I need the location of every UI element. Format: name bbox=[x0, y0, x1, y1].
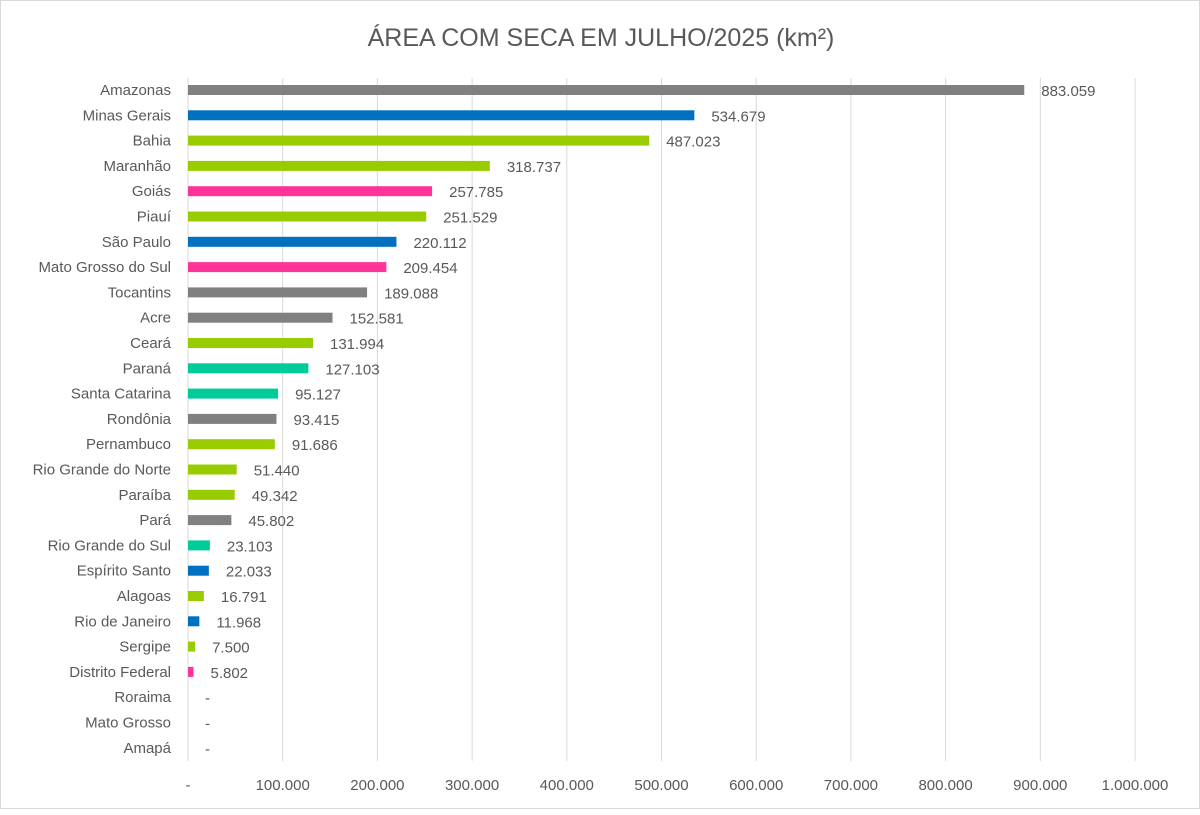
category-label: Roraima bbox=[114, 689, 171, 706]
category-label: Ceará bbox=[130, 335, 172, 352]
bars bbox=[188, 85, 1025, 677]
x-tick-label: 1.000.000 bbox=[1102, 777, 1169, 794]
bar bbox=[188, 489, 235, 500]
category-label: Goiás bbox=[132, 183, 171, 200]
bar bbox=[188, 236, 397, 247]
x-tick-label: 200.000 bbox=[350, 777, 404, 794]
bar bbox=[188, 666, 194, 677]
x-tick-label: 700.000 bbox=[824, 777, 878, 794]
data-label: 11.968 bbox=[216, 614, 261, 631]
data-label: 5.802 bbox=[210, 665, 248, 682]
data-label: 534.679 bbox=[711, 108, 765, 125]
data-label: 152.581 bbox=[349, 311, 403, 328]
data-label: - bbox=[205, 741, 210, 758]
data-label: 16.791 bbox=[221, 589, 267, 606]
chart-title: ÁREA COM SECA EM JULHO/2025 (km²) bbox=[368, 23, 835, 52]
bar bbox=[188, 262, 387, 273]
category-label: Pernambuco bbox=[86, 436, 171, 453]
category-label: Paraná bbox=[123, 360, 172, 377]
x-tick-label: 800.000 bbox=[918, 777, 972, 794]
bar bbox=[188, 439, 275, 450]
category-label: Minas Gerais bbox=[83, 107, 171, 124]
category-label: Tocantins bbox=[108, 284, 171, 301]
x-tick-label: 400.000 bbox=[540, 777, 594, 794]
x-tick-label: - bbox=[186, 777, 191, 794]
category-label: Rondônia bbox=[107, 411, 172, 428]
data-label: 883.059 bbox=[1041, 83, 1095, 100]
data-label: 257.785 bbox=[449, 184, 503, 201]
category-label: Sergipe bbox=[119, 639, 171, 656]
category-label: São Paulo bbox=[102, 234, 171, 251]
x-tick-label: 100.000 bbox=[256, 777, 310, 794]
x-tick-label: 900.000 bbox=[1013, 777, 1067, 794]
bar bbox=[188, 135, 650, 146]
bar bbox=[188, 464, 237, 475]
bar bbox=[188, 338, 313, 348]
bar bbox=[188, 565, 209, 576]
x-tick-label: 600.000 bbox=[729, 777, 783, 794]
bar bbox=[188, 287, 368, 298]
bar bbox=[188, 616, 200, 627]
bar bbox=[188, 85, 1025, 95]
bar bbox=[188, 211, 427, 222]
category-label: Espírito Santo bbox=[77, 563, 171, 580]
category-label: Amapá bbox=[123, 740, 171, 757]
x-tick-label: 300.000 bbox=[445, 777, 499, 794]
bar bbox=[188, 160, 490, 171]
data-label: 189.088 bbox=[384, 285, 438, 302]
data-label: 23.103 bbox=[227, 538, 273, 555]
category-label: Rio Grande do Norte bbox=[33, 462, 171, 479]
category-labels: Amazonas Minas Gerais Bahia Maranhão Goiás Pi… bbox=[33, 82, 172, 757]
category-label: Rio de Janeiro bbox=[74, 613, 171, 630]
data-label: 209.454 bbox=[403, 260, 457, 277]
data-label: 49.342 bbox=[252, 488, 298, 505]
data-label: 51.440 bbox=[254, 463, 300, 480]
category-label: Paraíba bbox=[118, 487, 171, 504]
data-label: 7.500 bbox=[212, 640, 250, 657]
bar bbox=[188, 413, 277, 424]
data-label: 22.033 bbox=[226, 564, 272, 581]
bar bbox=[188, 388, 279, 399]
data-label: 251.529 bbox=[443, 210, 497, 227]
bar bbox=[188, 186, 433, 197]
category-label: Maranhão bbox=[103, 158, 171, 175]
data-label: 91.686 bbox=[292, 437, 338, 454]
data-label: 131.994 bbox=[330, 336, 384, 353]
category-label: Bahia bbox=[133, 133, 172, 150]
data-label: 487.023 bbox=[666, 134, 720, 151]
x-tick-labels: - 100.000 200.000 300.000 400.000 500.000 600.… bbox=[186, 777, 1169, 794]
data-label: 318.737 bbox=[507, 159, 561, 176]
bar bbox=[188, 110, 695, 121]
data-label: 95.127 bbox=[295, 387, 341, 404]
data-label: 93.415 bbox=[293, 412, 339, 429]
bar bbox=[188, 515, 232, 526]
category-label: Mato Grosso bbox=[85, 715, 171, 732]
data-label: - bbox=[205, 690, 210, 707]
data-label: 220.112 bbox=[413, 235, 466, 252]
bar bbox=[188, 591, 204, 601]
bar bbox=[188, 312, 333, 323]
bar bbox=[188, 641, 196, 652]
category-label: Amazonas bbox=[100, 82, 171, 99]
category-label: Rio Grande do Sul bbox=[48, 537, 171, 554]
x-tick-label: 500.000 bbox=[634, 777, 688, 794]
category-label: Acre bbox=[140, 310, 171, 327]
data-label: - bbox=[205, 716, 210, 733]
data-label: 45.802 bbox=[248, 513, 294, 530]
category-label: Santa Catarina bbox=[71, 386, 172, 403]
bar bbox=[188, 540, 210, 551]
category-label: Pará bbox=[139, 512, 171, 529]
bar bbox=[188, 363, 309, 374]
category-label: Distrito Federal bbox=[69, 664, 171, 681]
category-label: Alagoas bbox=[117, 588, 171, 605]
category-label: Piauí bbox=[137, 209, 172, 226]
category-label: Mato Grosso do Sul bbox=[38, 259, 171, 276]
data-label: 127.103 bbox=[325, 361, 379, 378]
